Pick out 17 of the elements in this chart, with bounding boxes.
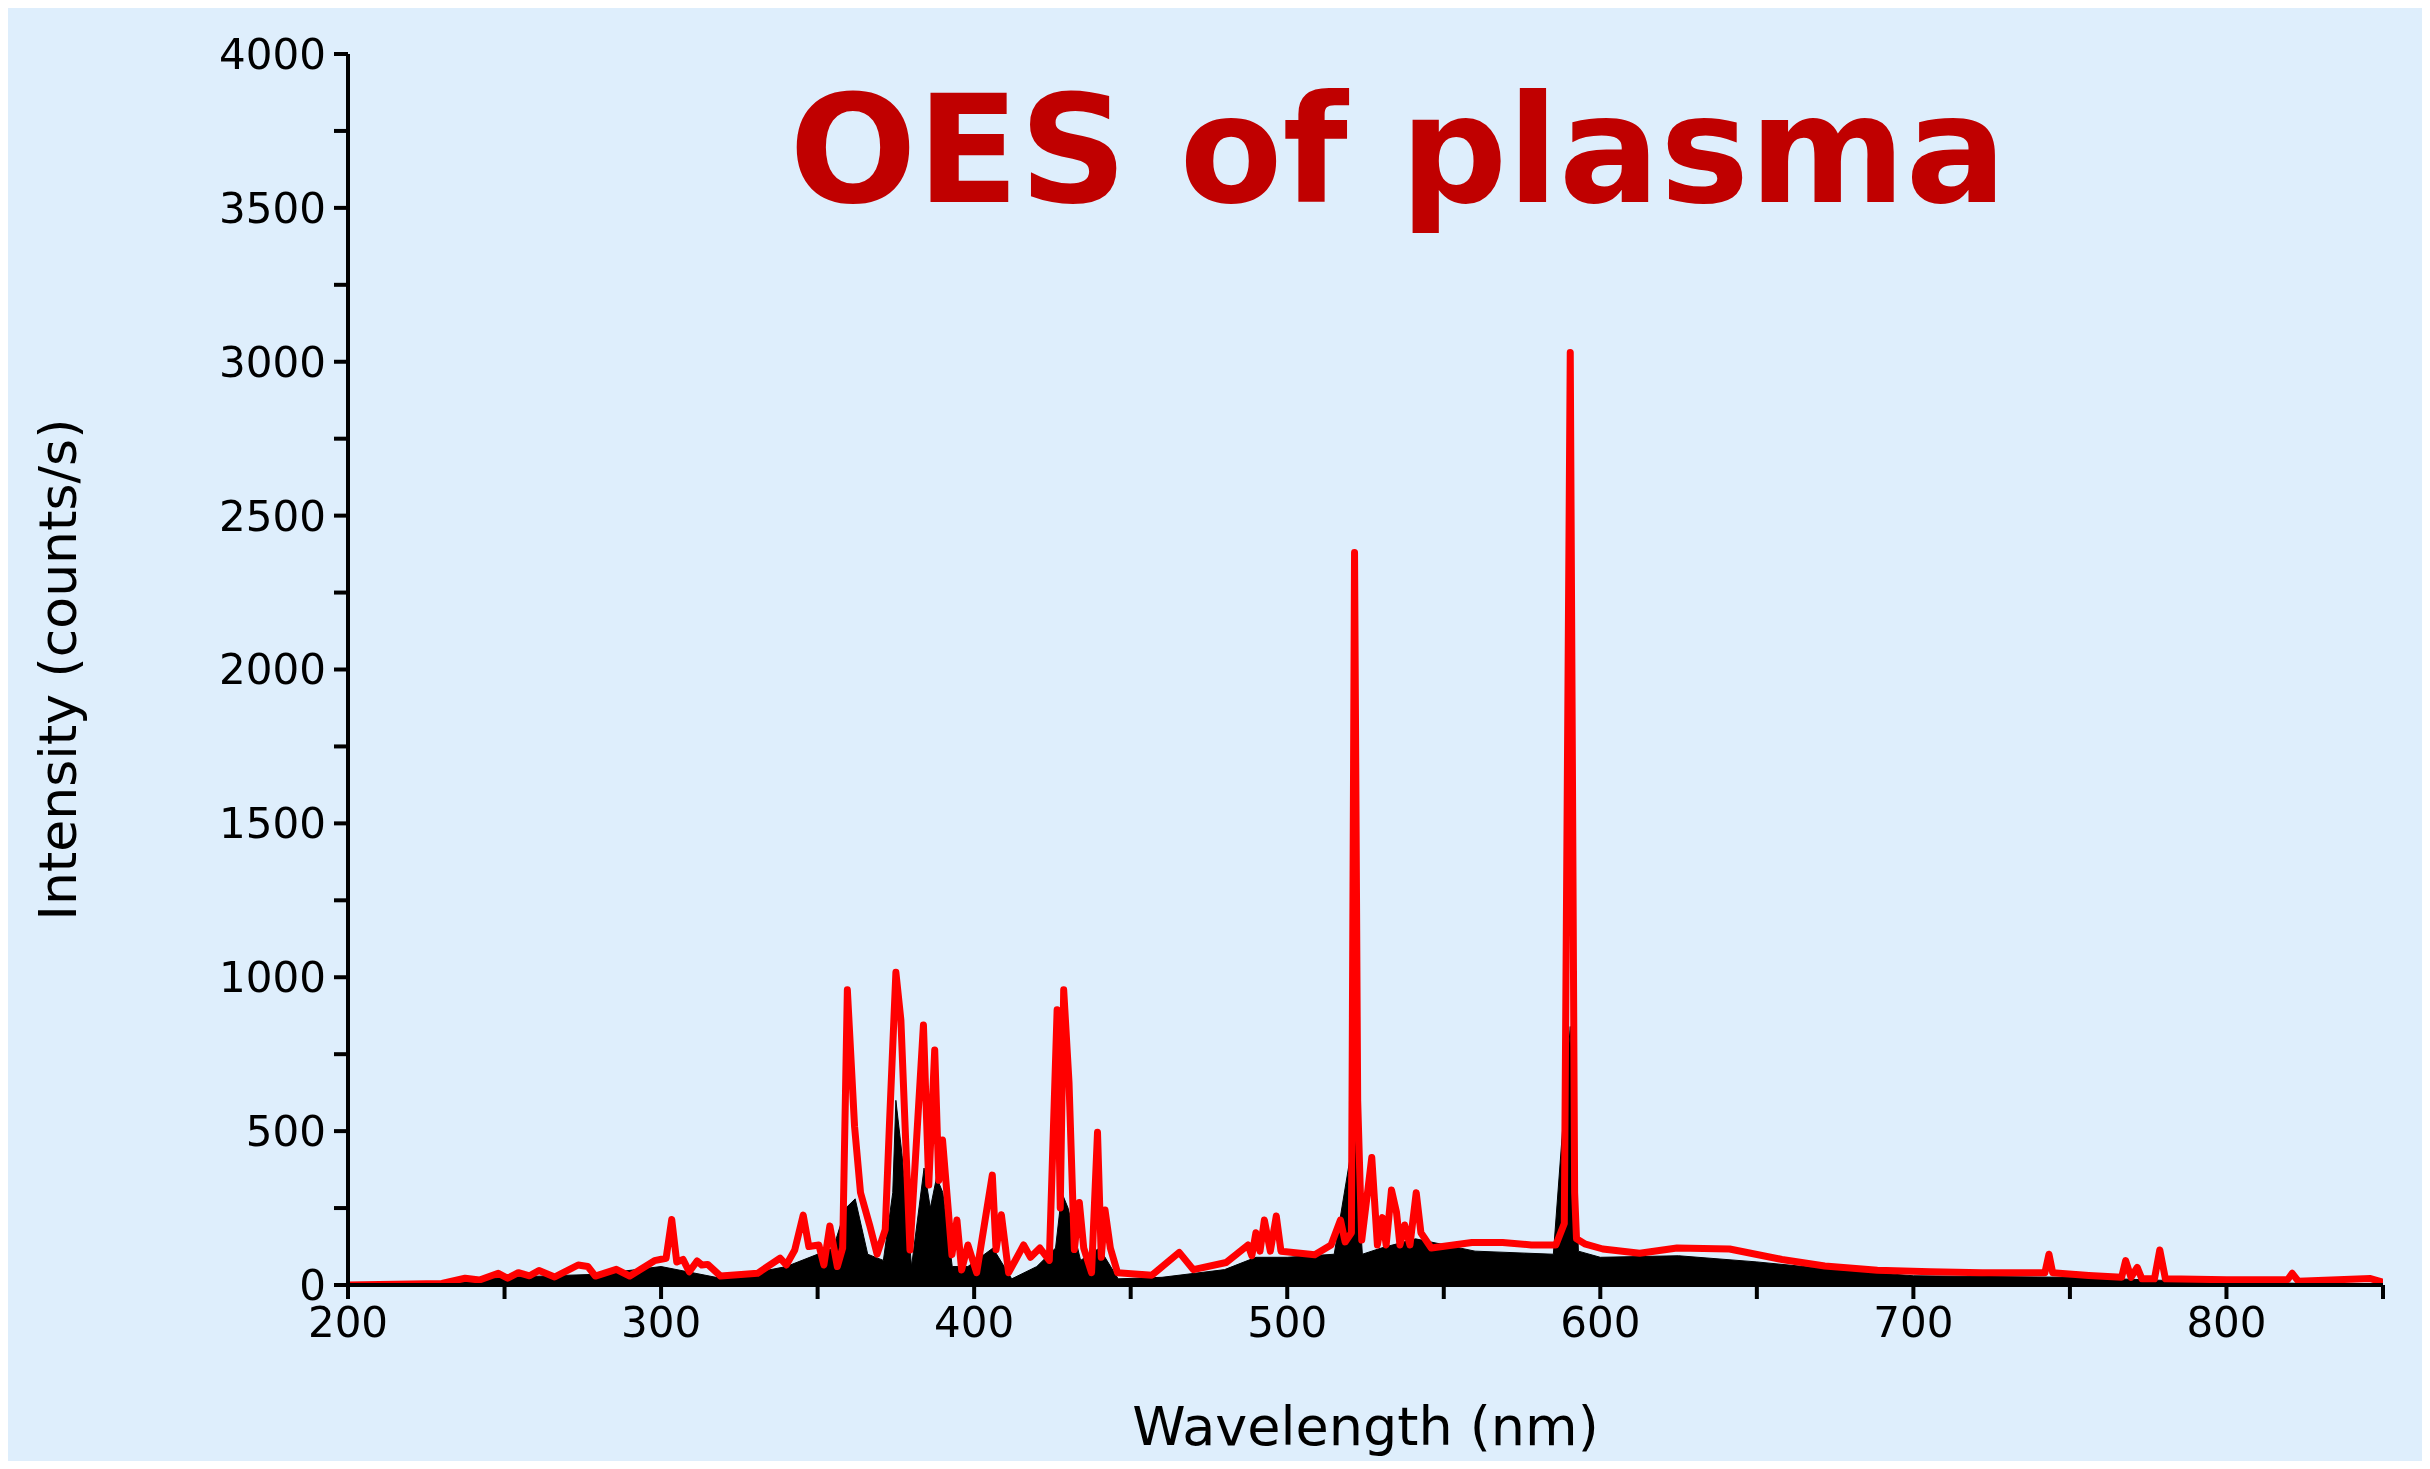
y-tick-label: 500 <box>245 1107 326 1157</box>
y-tick-label: 2500 <box>219 491 326 541</box>
y-tick-label: 4000 <box>219 29 326 79</box>
y-tick-label: 1500 <box>219 799 326 849</box>
y-tick-label: 3500 <box>219 183 326 233</box>
y-tick-label: 2000 <box>219 645 326 695</box>
x-tick-label: 400 <box>934 1297 1015 1347</box>
x-axis-title: Wavelength (nm) <box>1132 1395 1599 1458</box>
y-tick-label: 1000 <box>219 953 326 1003</box>
y-tick-label: 3000 <box>219 337 326 387</box>
x-tick-label: 500 <box>1247 1297 1328 1347</box>
x-tick-label: 300 <box>620 1297 702 1347</box>
x-tick-label: 700 <box>1873 1297 1954 1347</box>
x-tick-label: 600 <box>1560 1297 1641 1347</box>
chart-title: OES of plasma <box>788 63 2008 237</box>
x-tick-label: 800 <box>2186 1297 2267 1347</box>
y-axis-title: Intensity (counts/s) <box>28 418 89 921</box>
